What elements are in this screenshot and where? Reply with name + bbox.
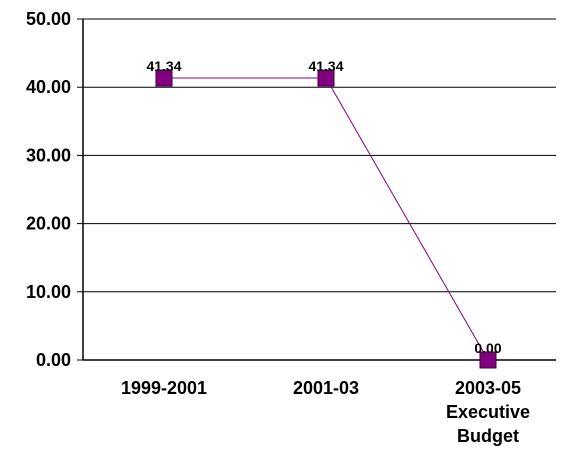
- series-line-path: [164, 77, 489, 361]
- series-markers: [155, 69, 497, 369]
- data-label: 0.00: [474, 340, 501, 356]
- y-tick-labels: 0.00 10.00 20.00 30.00 40.00 50.00: [26, 9, 71, 370]
- data-label: 41.34: [146, 58, 181, 74]
- y-tick-label: 50.00: [26, 9, 71, 29]
- x-category-label: 2001-03: [293, 378, 359, 398]
- x-category-label: 2003-05 Executive Budget: [446, 378, 530, 446]
- y-tick-label: 30.00: [26, 145, 71, 165]
- data-labels: 41.34 41.34 0.00: [146, 58, 501, 356]
- data-label: 41.34: [308, 58, 343, 74]
- x-category-label-line: 1999-2001: [121, 378, 207, 398]
- x-category-labels: 1999-2001 2001-03 2003-05 Executive Budget: [121, 378, 530, 446]
- data-point-marker: [317, 69, 335, 87]
- x-category-label-line: Budget: [457, 426, 519, 446]
- x-category-label-line: 2003-05: [455, 378, 521, 398]
- y-tick-label: 20.00: [26, 214, 71, 234]
- y-tick-label: 10.00: [26, 282, 71, 302]
- x-category-label-line: 2001-03: [293, 378, 359, 398]
- data-point-marker: [479, 351, 497, 369]
- x-category-label: 1999-2001: [121, 378, 207, 398]
- gridlines: [83, 18, 556, 293]
- x-category-label-line: Executive: [446, 402, 530, 422]
- y-tick-label: 40.00: [26, 77, 71, 97]
- series-line: [164, 77, 489, 361]
- y-tick-label: 0.00: [36, 350, 71, 370]
- data-point-marker: [155, 69, 173, 87]
- axes: [77, 18, 556, 361]
